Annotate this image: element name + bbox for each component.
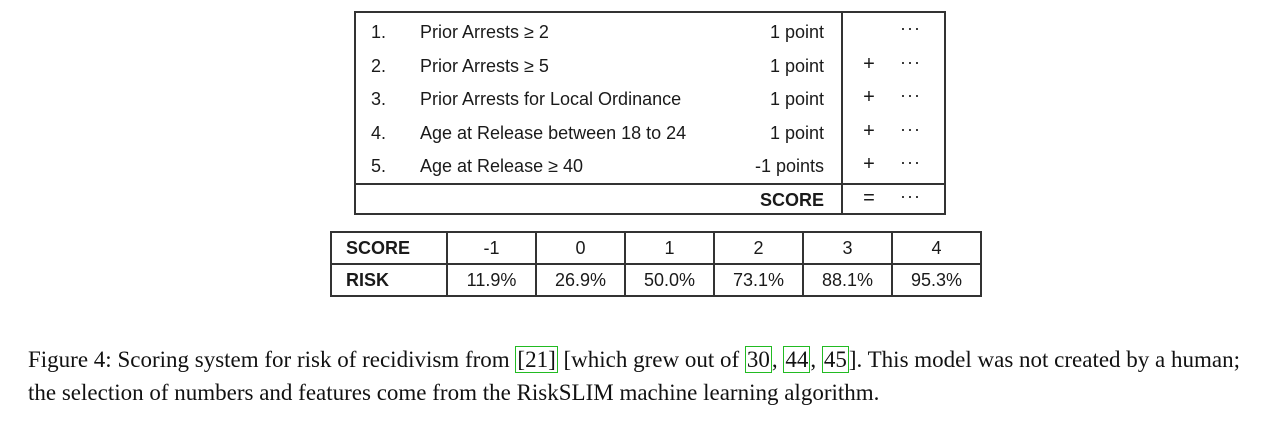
row-blank: ··· xyxy=(900,85,921,105)
risk-header: RISK xyxy=(330,263,448,297)
risk-cell: 73.1% xyxy=(713,263,804,297)
total-operator: = xyxy=(863,187,875,209)
row-feature: Age at Release ≥ 40 xyxy=(420,156,583,176)
row-blank: ··· xyxy=(900,152,921,172)
row-number: 3. xyxy=(371,89,387,109)
score-row-4: 4. Age at Release between 18 to 24 1 poi… xyxy=(356,117,944,150)
row-feature: Prior Arrests ≥ 5 xyxy=(420,56,549,76)
total-blank: ··· xyxy=(900,186,921,206)
score-cell: 0 xyxy=(535,231,626,265)
score-header: SCORE xyxy=(330,231,448,265)
citation-link[interactable]: 30 xyxy=(744,346,772,373)
citation-link[interactable]: [21] xyxy=(515,346,558,373)
score-cell: 2 xyxy=(713,231,804,265)
row-operator: + xyxy=(863,120,875,142)
row-feature: Prior Arrests ≥ 2 xyxy=(420,22,549,42)
risk-score-row: SCORE -1 0 1 2 3 4 xyxy=(330,231,982,265)
row-operator: + xyxy=(863,53,875,75)
caption-separator: , xyxy=(810,347,822,372)
caption-text: [which grew out of xyxy=(557,347,745,372)
score-cell: 3 xyxy=(802,231,893,265)
score-row-3: 3. Prior Arrests for Local Ordinance 1 p… xyxy=(356,83,944,116)
citation-link[interactable]: 44 xyxy=(783,346,811,373)
total-divider xyxy=(356,183,944,185)
risk-cell: 11.9% xyxy=(446,263,537,297)
scoring-table: 1. Prior Arrests ≥ 2 1 point ··· 2. Prio… xyxy=(354,11,946,215)
score-total-row: SCORE = ··· xyxy=(356,184,944,217)
row-points: 1 point xyxy=(769,123,824,143)
row-operator: + xyxy=(863,153,875,175)
row-points: 1 point xyxy=(769,22,824,42)
figure-caption: Figure 4: Scoring system for risk of rec… xyxy=(28,343,1258,409)
score-total-label: SCORE xyxy=(759,190,824,210)
row-feature: Prior Arrests for Local Ordinance xyxy=(420,89,682,109)
row-feature: Age at Release between 18 to 24 xyxy=(420,123,687,143)
score-row-2: 2. Prior Arrests ≥ 5 1 point + ··· xyxy=(356,50,944,83)
row-number: 1. xyxy=(371,22,387,42)
row-points: -1 points xyxy=(754,156,824,176)
row-blank: ··· xyxy=(900,119,921,139)
score-row-1: 1. Prior Arrests ≥ 2 1 point ··· xyxy=(356,16,944,49)
score-cell: 4 xyxy=(891,231,982,265)
citation-link[interactable]: 45 xyxy=(821,346,849,373)
row-number: 2. xyxy=(371,56,387,76)
row-number: 5. xyxy=(371,156,387,176)
caption-text: Figure 4: Scoring system for risk of rec… xyxy=(28,347,516,372)
risk-value-row: RISK 11.9% 26.9% 50.0% 73.1% 88.1% 95.3% xyxy=(330,263,982,297)
row-operator: + xyxy=(863,86,875,108)
row-number: 4. xyxy=(371,123,387,143)
risk-cell: 88.1% xyxy=(802,263,893,297)
caption-text: ]. This model was not created by a human… xyxy=(28,347,1241,405)
score-cell: -1 xyxy=(446,231,537,265)
risk-cell: 95.3% xyxy=(891,263,982,297)
risk-cell: 26.9% xyxy=(535,263,626,297)
row-points: 1 point xyxy=(769,89,824,109)
row-blank: ··· xyxy=(900,18,921,38)
row-blank: ··· xyxy=(900,52,921,72)
row-points: 1 point xyxy=(769,56,824,76)
score-cell: 1 xyxy=(624,231,715,265)
score-row-5: 5. Age at Release ≥ 40 -1 points + ··· xyxy=(356,150,944,183)
risk-cell: 50.0% xyxy=(624,263,715,297)
caption-separator: , xyxy=(771,347,784,372)
column-divider xyxy=(841,13,843,213)
risk-table: SCORE -1 0 1 2 3 4 RISK 11.9% 26.9% 50.0… xyxy=(330,231,982,297)
